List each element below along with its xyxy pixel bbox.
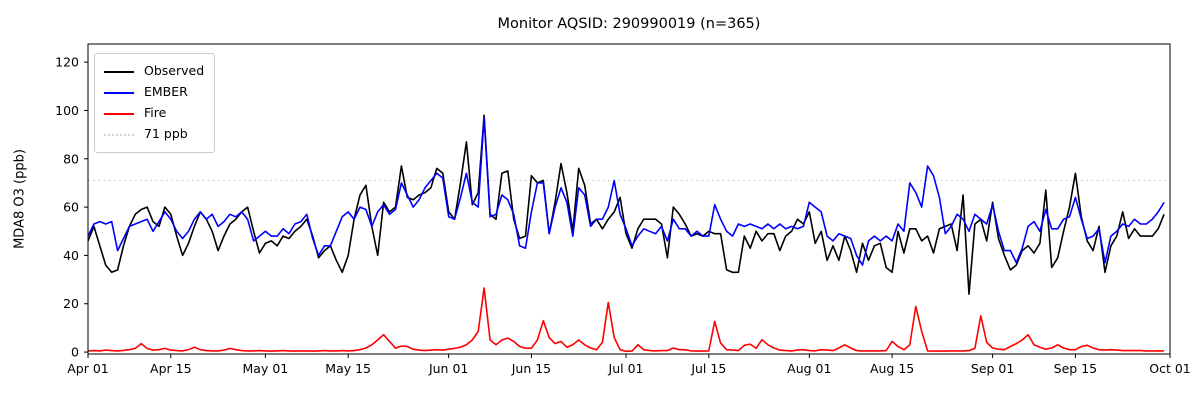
x-tick-label: Apr 01 bbox=[67, 361, 109, 376]
y-tick-label: 0 bbox=[71, 345, 79, 360]
ember-line-swatch bbox=[104, 91, 134, 94]
legend: Observed EMBER Fire 71 ppb bbox=[94, 53, 216, 153]
y-tick-label: 120 bbox=[55, 55, 79, 70]
y-tick-label: 100 bbox=[55, 103, 79, 118]
legend-item-ember: EMBER bbox=[104, 82, 204, 103]
x-tick-label: May 01 bbox=[243, 361, 289, 376]
fire-line-swatch bbox=[104, 112, 134, 115]
chart-title: Monitor AQSID: 290990019 (n=365) bbox=[497, 16, 761, 32]
x-tick-label: Jul 01 bbox=[608, 361, 644, 376]
x-tick-label: Aug 15 bbox=[870, 361, 914, 376]
x-tick-label: Jun 01 bbox=[428, 361, 468, 376]
legend-label-observed: Observed bbox=[144, 63, 205, 79]
series-line-fire bbox=[87, 287, 1165, 353]
x-tick-label: Aug 01 bbox=[787, 361, 831, 376]
series-line-observed bbox=[87, 114, 1165, 295]
x-tick-label: Sep 01 bbox=[971, 361, 1014, 376]
y-tick-label: 80 bbox=[63, 151, 79, 166]
x-tick-label: Jun 15 bbox=[511, 361, 551, 376]
y-tick-label: 20 bbox=[63, 296, 79, 311]
x-tick-label: Oct 01 bbox=[1149, 361, 1191, 376]
observed-line-swatch bbox=[104, 70, 134, 73]
legend-label-fire: Fire bbox=[144, 105, 167, 121]
legend-item-observed: Observed bbox=[104, 61, 204, 82]
x-tick-label: Jul 15 bbox=[690, 361, 726, 376]
y-tick-label: 40 bbox=[63, 248, 79, 263]
legend-label-ember: EMBER bbox=[144, 84, 188, 100]
x-tick-label: Apr 15 bbox=[150, 361, 192, 376]
x-tick-label: Sep 15 bbox=[1054, 361, 1097, 376]
plot-border bbox=[87, 43, 1171, 355]
legend-item-71ppb: 71 ppb bbox=[104, 124, 204, 145]
series-line-ember bbox=[87, 116, 1165, 266]
y-tick-label: 60 bbox=[63, 200, 79, 215]
legend-label-71ppb: 71 ppb bbox=[144, 126, 188, 142]
ref-line-swatch bbox=[104, 133, 134, 136]
legend-item-fire: Fire bbox=[104, 103, 204, 124]
x-tick-label: May 15 bbox=[325, 361, 371, 376]
